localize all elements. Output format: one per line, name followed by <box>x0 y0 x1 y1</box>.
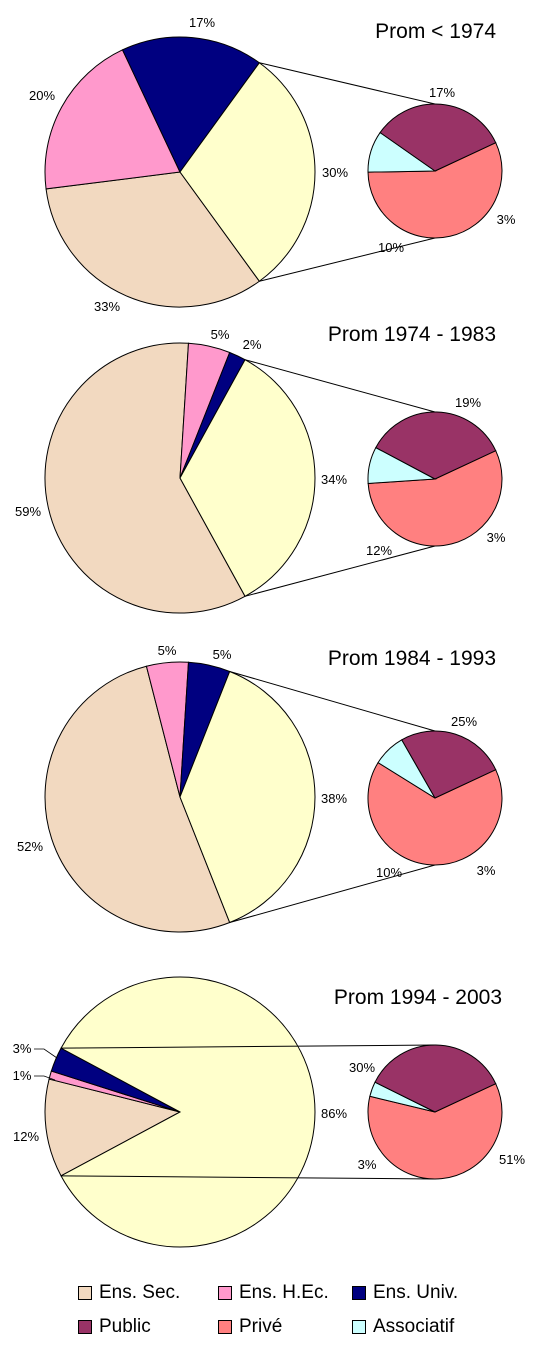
main-slice-autre <box>60 976 316 1248</box>
legend-swatch-associatif <box>352 1320 366 1334</box>
main-label-autre: 34% <box>321 472 347 487</box>
secondary-slice-public <box>401 730 497 799</box>
main-slice-ens-sec <box>44 665 231 933</box>
legend-swatch-ens-sec <box>78 1286 92 1300</box>
main-label-ens-sec: 33% <box>94 299 120 314</box>
main-label-ens-sec: 59% <box>15 504 41 519</box>
legend: Ens. Sec. Ens. H.Ec. Ens. Univ. Public P… <box>0 1272 541 1352</box>
chart-title: Prom 1974 - 1983 <box>328 323 496 346</box>
main-slice-ens-hec <box>44 49 181 190</box>
connector-line-bottom <box>259 237 436 282</box>
secondary-label-prive: 19% <box>455 395 481 410</box>
main-label-ens-sec: 12% <box>13 1129 39 1144</box>
secondary-slice-prive <box>367 142 503 239</box>
secondary-label-prive: 25% <box>451 714 477 729</box>
legend-label-ens-univ: Ens. Univ. <box>373 1282 459 1303</box>
main-label-ens-hec: 5% <box>211 327 230 342</box>
secondary-label-public: 10% <box>378 240 404 255</box>
pie-panel-2: Prom 1974 - 1983 59% 5% 2% 34% 19% 3% 12% <box>15 323 506 614</box>
secondary-label-prive: 51% <box>499 1152 525 1167</box>
legend-label-prive: Privé <box>239 1316 283 1337</box>
connector-line-top <box>259 62 436 105</box>
legend-item-associatif: Associatif <box>352 1316 454 1338</box>
legend-swatch-ens-univ <box>352 1286 366 1300</box>
main-slice-ens-sec <box>44 1078 182 1177</box>
main-label-ens-univ: 2% <box>243 337 262 352</box>
main-label-ens-hec: 20% <box>29 88 55 103</box>
secondary-slice-prive <box>367 761 503 866</box>
legend-swatch-public <box>78 1320 92 1334</box>
legend-item-public: Public <box>78 1316 151 1338</box>
legend-item-ens-hec: Ens. H.Ec. <box>218 1282 329 1304</box>
connector-line-bottom <box>229 864 436 924</box>
legend-item-prive: Privé <box>218 1316 282 1338</box>
leader-line-ens-hec <box>34 1075 56 1081</box>
main-label-ens-univ: 17% <box>189 15 215 30</box>
chart-title: Prom 1994 - 2003 <box>334 986 502 1009</box>
secondary-label-public: 10% <box>376 865 402 880</box>
legend-label-public: Public <box>99 1316 151 1337</box>
main-label-ens-univ: 3% <box>13 1041 32 1056</box>
main-label-ens-hec: 1% <box>13 1068 32 1083</box>
secondary-slice-public <box>374 1044 497 1113</box>
pie-of-pie-charts: Prom < 1974 33% 20% 17% 30% 17% 3% 10% Prom 1974… <box>13 15 525 1248</box>
connector-line-top <box>229 670 436 732</box>
main-slice-autre <box>179 670 316 924</box>
main-slice-autre <box>179 62 316 282</box>
chart-title: Prom < 1974 <box>375 20 496 43</box>
legend-label-ens-hec: Ens. H.Ec. <box>239 1282 329 1303</box>
secondary-slice-prive <box>367 1083 503 1180</box>
chart-title: Prom 1984 - 1993 <box>328 647 496 670</box>
legend-item-ens-sec: Ens. Sec. <box>78 1282 180 1304</box>
secondary-label-associatif: 3% <box>358 1157 377 1172</box>
leader-line-ens-univ <box>34 1048 58 1059</box>
secondary-label-associatif: 3% <box>477 863 496 878</box>
secondary-label-associatif: 3% <box>487 530 506 545</box>
connector-line-top <box>244 359 436 413</box>
connector-line-bottom <box>61 1175 436 1180</box>
connector-line-bottom <box>244 545 436 597</box>
main-slice-ens-sec <box>45 171 261 308</box>
pie-panel-3: Prom 1984 - 1993 52% 5% 5% 38% 25% 3% 10% <box>17 643 503 933</box>
main-slice-ens-sec <box>44 342 246 614</box>
main-label-ens-univ: 5% <box>213 647 232 662</box>
main-slice-autre <box>179 359 316 597</box>
main-slice-ens-univ <box>121 36 261 173</box>
secondary-label-associatif: 3% <box>497 212 516 227</box>
main-label-autre: 38% <box>321 791 347 806</box>
main-label-ens-sec: 52% <box>17 839 43 854</box>
secondary-slice-public <box>375 411 497 480</box>
legend-label-ens-sec: Ens. Sec. <box>99 1282 181 1303</box>
secondary-label-prive: 17% <box>429 85 455 100</box>
main-label-ens-hec: 5% <box>158 643 177 658</box>
legend-item-ens-univ: Ens. Univ. <box>352 1282 458 1304</box>
pie-panel-1: Prom < 1974 33% 20% 17% 30% 17% 3% 10% <box>29 15 516 314</box>
pie-panel-4: Prom 1994 - 2003 12% 1% 3% 86% 51% 3% 30% <box>13 976 525 1248</box>
connector-line-top <box>61 1044 436 1049</box>
legend-label-associatif: Associatif <box>373 1316 455 1337</box>
legend-swatch-ens-hec <box>218 1286 232 1300</box>
secondary-label-public: 12% <box>366 543 392 558</box>
main-label-autre: 30% <box>322 165 348 180</box>
main-label-autre: 86% <box>321 1106 347 1121</box>
legend-swatch-prive <box>218 1320 232 1334</box>
secondary-slice-prive <box>367 450 503 547</box>
secondary-slice-public <box>379 103 497 172</box>
secondary-label-public: 30% <box>349 1060 375 1075</box>
